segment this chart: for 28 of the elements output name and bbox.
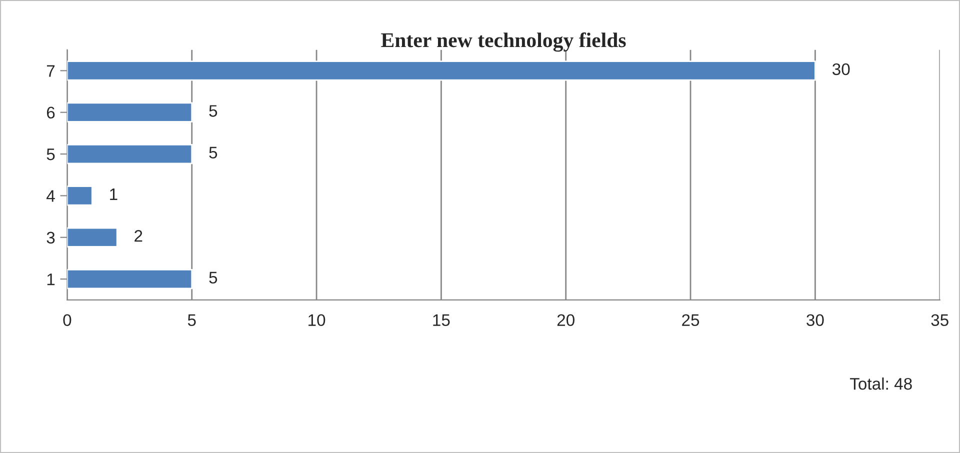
x-tick-label: 15 [433,314,450,326]
y-tick-label: 6 [46,106,55,119]
data-label: 5 [209,146,218,158]
data-label: 30 [832,63,850,76]
bar [67,227,118,248]
bar [67,186,93,206]
y-tick-label: 4 [46,190,55,202]
data-label: 5 [209,105,218,117]
text: Total: 48 [850,378,912,390]
x-tick-label: 35 [931,314,948,326]
data-label: 5 [209,272,218,284]
y-tick-label: 5 [46,148,55,160]
bar [67,60,816,81]
x-tick-label: 25 [682,314,700,326]
y-tick-label: 7 [46,65,55,77]
data-label: 2 [134,230,142,242]
bar [67,102,193,122]
x-tick-label: 5 [188,314,196,326]
x-tick-label: 10 [308,314,326,326]
x-tick-label: 0 [63,314,72,326]
x-tick-label: 30 [806,314,824,326]
bar [67,268,193,290]
data-label: 1 [110,188,118,200]
y-tick-label: 1 [47,274,55,286]
bar [67,144,193,164]
y-tick-label: 3 [46,232,55,244]
chart-title: Enter new technology fields [381,32,626,52]
x-tick-label: 20 [557,314,574,326]
